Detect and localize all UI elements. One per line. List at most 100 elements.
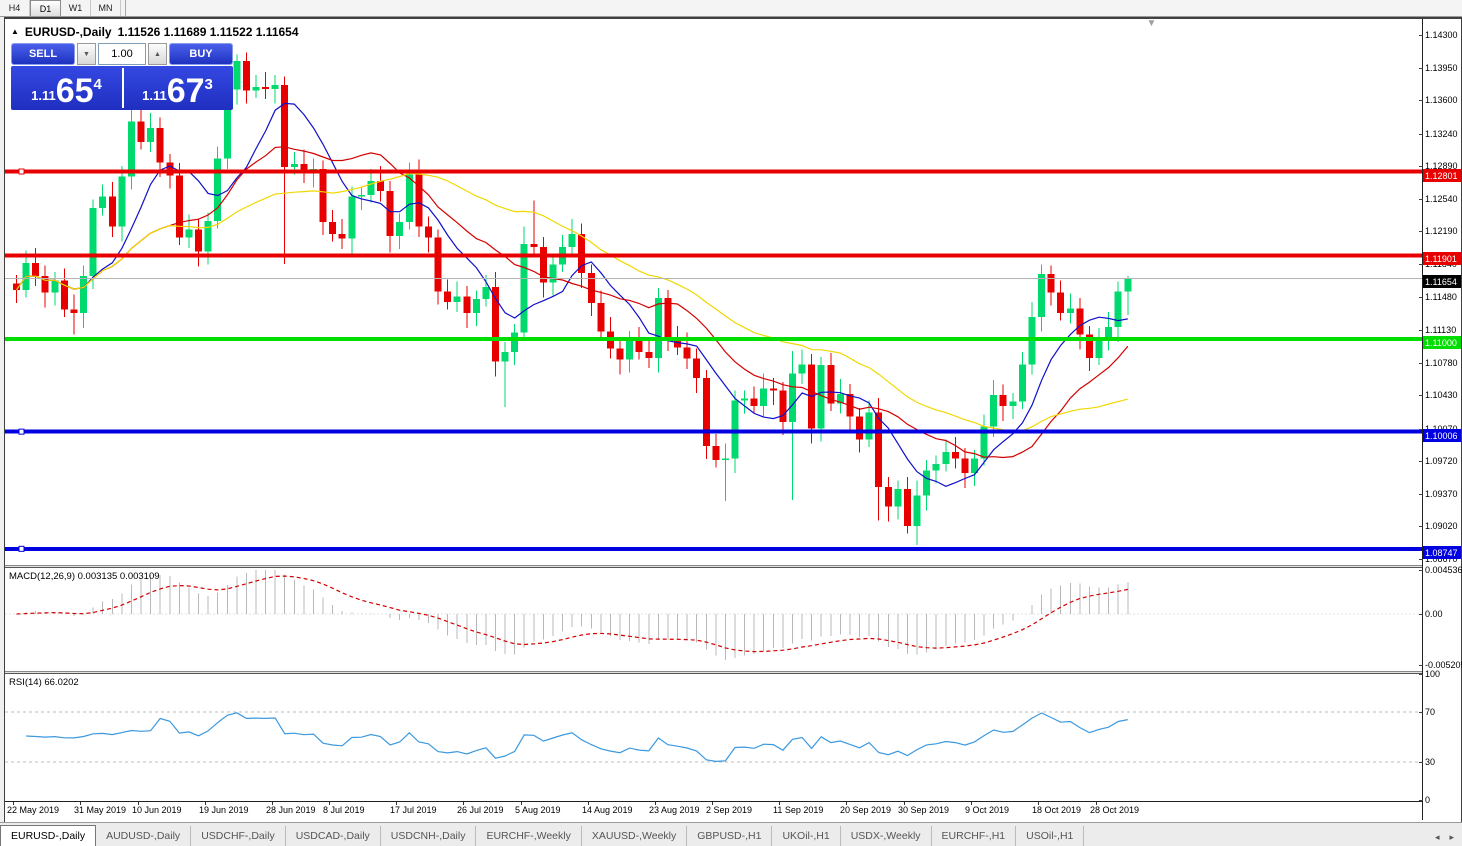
- date-tick-mark: [396, 802, 397, 805]
- chart-tab-usdx-weekly[interactable]: USDX-,Weekly: [841, 826, 932, 846]
- candle-body: [971, 458, 978, 474]
- scale-tick-mark: [1419, 570, 1423, 571]
- price-scale[interactable]: 1.14300 1.13950 1.13600 1.13240 1.12890 1.125…: [1419, 19, 1462, 820]
- macd-label: MACD(12,26,9) 0.003135 0.003109: [9, 571, 160, 582]
- candle-body: [70, 309, 78, 314]
- scale-tick-mark: [1419, 199, 1423, 200]
- timeframe-button-w1[interactable]: W1: [61, 0, 91, 16]
- chart-tab-eurchf-weekly[interactable]: EURCHF-,Weekly: [476, 826, 582, 846]
- candle-body: [865, 412, 873, 440]
- candle-body: [444, 291, 452, 302]
- date-label: 28 Oct 2019: [1090, 805, 1140, 815]
- rsi-label: RSI(14) 66.0202: [9, 677, 79, 688]
- candlestick-chart[interactable]: [5, 19, 1422, 565]
- candle-body: [271, 85, 279, 89]
- candle-body: [788, 373, 796, 422]
- date-tick-mark: [779, 802, 780, 805]
- candle-body: [463, 296, 471, 314]
- toolbar-separator: [121, 0, 126, 16]
- candle-body: [242, 60, 250, 91]
- scale-tick-mark: [1419, 429, 1423, 430]
- candle-body: [195, 229, 203, 252]
- sell-button[interactable]: SELL: [11, 43, 75, 65]
- chart-tab-bar: EURUSD-,Daily AUDUSD-,Daily USDCHF-,Daily U…: [0, 822, 1462, 846]
- price-tick-label: 1.09720: [1425, 456, 1458, 466]
- price-chart-pane[interactable]: ▲ EURUSD-,Daily 1.11526 1.11689 1.11522 …: [5, 19, 1422, 565]
- volume-input[interactable]: 1.00: [98, 43, 146, 65]
- date-label: 19 Jun 2019: [199, 805, 249, 815]
- candle-body: [300, 164, 308, 173]
- candle-body: [60, 280, 68, 310]
- buy-price-big: 67: [166, 72, 205, 111]
- date-axis[interactable]: 22 May 2019 31 May 2019 10 Jun 2019 19 Jun …: [5, 802, 1422, 820]
- candle-body: [1105, 327, 1113, 341]
- candle-body: [932, 463, 940, 471]
- candle-body: [1076, 308, 1084, 335]
- price-tick-label: 1.11480: [1425, 292, 1457, 302]
- price-tick-label: 1.13950: [1425, 63, 1458, 73]
- price-tick-label: 1.13600: [1425, 95, 1458, 105]
- volume-decrease-button[interactable]: ▼: [77, 43, 96, 65]
- chart-tab-audusd-daily[interactable]: AUDUSD-,Daily: [96, 826, 192, 846]
- candle-body: [1047, 273, 1055, 293]
- tab-scroll-left-icon[interactable]: ◂: [1434, 832, 1440, 842]
- sell-price-pip: 4: [93, 76, 102, 93]
- timeframe-button-h4[interactable]: H4: [0, 0, 30, 16]
- scale-tick-mark: [1419, 68, 1423, 69]
- chart-tab-usdcnh-daily[interactable]: USDCNH-,Daily: [381, 826, 477, 846]
- candle-body: [348, 196, 356, 239]
- buy-button[interactable]: BUY: [169, 43, 233, 65]
- candle-body: [626, 339, 634, 360]
- scale-tick-mark: [1419, 526, 1423, 527]
- chart-tab-usdcad-daily[interactable]: USDCAD-,Daily: [286, 826, 381, 846]
- buy-price-quote[interactable]: 1.11 67 3: [122, 66, 233, 110]
- candle-body: [281, 85, 289, 167]
- one-click-collapse-icon[interactable]: ▲: [11, 26, 19, 36]
- pane-splitter[interactable]: [5, 671, 1422, 674]
- date-label: 10 Jun 2019: [132, 805, 182, 815]
- chart-tab-eurchf-h1[interactable]: EURCHF-,H1: [932, 826, 1017, 846]
- candle-body: [702, 378, 710, 447]
- candle-body: [1114, 291, 1122, 328]
- candle-body: [769, 388, 777, 391]
- line-handle[interactable]: [18, 545, 25, 552]
- tab-scroll-right-icon[interactable]: ▸: [1449, 832, 1454, 842]
- date-label: 26 Jul 2019: [457, 805, 504, 815]
- candle-body: [396, 221, 404, 236]
- candle-body: [405, 174, 413, 222]
- macd-indicator-pane[interactable]: MACD(12,26,9) 0.003135 0.003109: [5, 568, 1422, 671]
- scale-tick-mark: [1419, 494, 1423, 495]
- candle-body: [108, 196, 116, 227]
- candle-body: [434, 237, 442, 292]
- scale-tick-mark: [1419, 330, 1423, 331]
- candle-body: [1085, 334, 1093, 358]
- chart-tab-usdchf-daily[interactable]: USDCHF-,Daily: [191, 826, 286, 846]
- line-handle[interactable]: [18, 168, 25, 175]
- chart-tab-usoil-h1[interactable]: USOil-,H1: [1016, 826, 1085, 846]
- pane-splitter[interactable]: [5, 565, 1422, 568]
- candle-body: [884, 487, 892, 507]
- timeframe-button-d1[interactable]: D1: [30, 0, 61, 16]
- candle-body: [415, 174, 423, 227]
- rsi-indicator-pane[interactable]: RSI(14) 66.0202: [5, 674, 1422, 802]
- candle-body: [51, 280, 59, 293]
- chart-tab-xauusd-weekly[interactable]: XAUUSD-,Weekly: [582, 826, 688, 846]
- price-tag: 1.12801: [1423, 169, 1461, 182]
- candle-body: [223, 89, 231, 159]
- candle-body: [511, 332, 519, 353]
- line-handle[interactable]: [18, 428, 25, 435]
- candle-body: [942, 451, 950, 464]
- sell-price-quote[interactable]: 1.11 65 4: [11, 66, 122, 110]
- chart-tab-eurusd-daily[interactable]: EURUSD-,Daily: [0, 825, 97, 846]
- candle-body: [386, 191, 394, 236]
- candle-body: [836, 394, 844, 404]
- candle-body: [721, 458, 729, 461]
- volume-increase-button[interactable]: ▲: [148, 43, 167, 65]
- chart-tab-gbpusd-h1[interactable]: GBPUSD-,H1: [687, 826, 773, 846]
- timeframe-button-mn[interactable]: MN: [91, 0, 121, 16]
- candle-body: [539, 246, 547, 283]
- sell-price-big: 65: [55, 72, 94, 111]
- chart-shift-marker-icon[interactable]: ▼: [1146, 19, 1157, 29]
- candle-body: [118, 176, 126, 227]
- chart-tab-ukoil-h1[interactable]: UKOil-,H1: [772, 826, 841, 846]
